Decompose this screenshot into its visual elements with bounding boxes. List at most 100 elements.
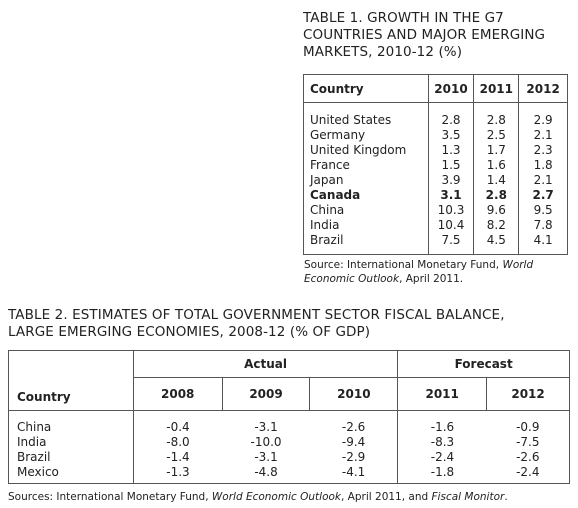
table-row: China 10.3 9.6 9.5 xyxy=(304,203,568,218)
column-header: 2008 xyxy=(132,377,223,411)
cell-value: -8.0 xyxy=(166,435,190,449)
title-line: COUNTRIES AND MAJOR EMERGING xyxy=(303,27,546,43)
cell-value: 2.8 xyxy=(427,102,474,128)
column-header: 2012 xyxy=(486,377,570,411)
source-italic: World Economic Outlook xyxy=(211,491,341,503)
cell-value: 1.7 xyxy=(473,143,519,158)
column-header: 2009 xyxy=(221,377,311,411)
cell-value: 1.5 xyxy=(427,158,474,173)
cell-value: -1.4 xyxy=(166,450,190,464)
column-header: Country xyxy=(303,74,429,103)
cell-value: 8.2 xyxy=(473,218,519,233)
column-header: 2012 xyxy=(518,74,568,103)
cell-value: 2.3 xyxy=(518,143,568,158)
cell-country: China xyxy=(310,203,345,217)
cell-value: 2.8 xyxy=(473,102,519,128)
cell-value: -2.6 xyxy=(309,410,399,435)
table2-source: Sources: International Monetary Fund, Wo… xyxy=(8,490,508,504)
source-text: , April 2011, and xyxy=(341,491,432,503)
cell-country: Canada xyxy=(310,188,361,202)
cell-value: 1.4 xyxy=(473,173,519,188)
cell-value: -3.1 xyxy=(254,420,278,434)
cell-value: -2.6 xyxy=(516,450,540,464)
cell-value: -2.4 xyxy=(516,465,540,479)
cell-value: 1.3 xyxy=(427,143,474,158)
cell-value: 2.1 xyxy=(518,173,568,188)
table-row: United Kingdom 1.3 1.7 2.3 xyxy=(304,143,568,158)
cell-value: -1.8 xyxy=(430,465,455,479)
table-row: China -0.4 -3.1 -2.6 -1.6 -0.9 xyxy=(8,410,570,435)
table-row: Brazil 7.5 4.5 4.1 xyxy=(304,233,568,255)
table-row: India 10.4 8.2 7.8 xyxy=(304,218,568,233)
table-row: India -8.0 -10.0 -9.4 -8.3 -7.5 xyxy=(8,435,570,450)
table1-source: Source: International Monetary Fund, Wor… xyxy=(304,258,554,286)
cell-value: 7.8 xyxy=(518,218,568,233)
column-header: 2011 xyxy=(397,377,488,411)
cell-value: -0.9 xyxy=(516,420,540,434)
source-italic: World Economic Outlook xyxy=(304,259,534,285)
cell-value: -4.1 xyxy=(309,465,399,484)
cell-country: United Kingdom xyxy=(310,143,407,157)
cell-value: -0.4 xyxy=(166,420,190,434)
column-header: 2010 xyxy=(309,377,399,411)
table-row: Germany 3.5 2.5 2.1 xyxy=(304,128,568,143)
cell-value: 4.1 xyxy=(518,233,568,255)
cell-value: 1.6 xyxy=(473,158,519,173)
cell-value: 7.5 xyxy=(427,233,474,255)
source-italic: Fiscal Monitor xyxy=(431,491,505,503)
cell-value: -3.1 xyxy=(254,450,278,464)
cell-value: 2.8 xyxy=(473,188,519,203)
column-header: Country xyxy=(8,350,134,411)
cell-country: India xyxy=(8,435,134,450)
cell-value: 3.1 xyxy=(427,188,474,203)
table-row: United States 2.8 2.8 2.9 xyxy=(304,102,568,128)
cell-value: 9.5 xyxy=(518,203,568,218)
table2: Country Actual Forecast 2008 2009 2010 2011 201… xyxy=(8,350,570,484)
title-line: MARKETS, 2010-12 (%) xyxy=(303,44,463,60)
cell-value: 2.1 xyxy=(518,128,568,143)
cell-value: -7.5 xyxy=(516,435,540,449)
title-line: TABLE 2. ESTIMATES OF TOTAL GOVERNMENT S… xyxy=(8,307,505,323)
cell-country: Brazil xyxy=(310,233,344,247)
table-row: Brazil -1.4 -3.1 -2.9 -2.4 -2.6 xyxy=(8,450,570,465)
table1: Country 2010 2011 2012 United States 2.8 2.8 2.… xyxy=(303,74,568,255)
cell-value: 2.5 xyxy=(473,128,519,143)
header-row: 2008 2009 2010 2011 2012 xyxy=(9,377,570,411)
group-header: Forecast xyxy=(397,350,570,378)
cell-value: -2.4 xyxy=(430,450,455,464)
table-row: Japan 3.9 1.4 2.1 xyxy=(304,173,568,188)
cell-value: 2.7 xyxy=(518,188,568,203)
cell-value: 3.5 xyxy=(427,128,474,143)
cell-value: 10.4 xyxy=(427,218,474,233)
table1-title: TABLE 1. GROWTH IN THE G7 COUNTRIES AND … xyxy=(303,10,545,61)
cell-country: China xyxy=(8,410,134,435)
source-text: Sources: International Monetary Fund, xyxy=(8,491,212,503)
cell-country: Mexico xyxy=(8,465,134,484)
cell-value: -10.0 xyxy=(250,435,282,449)
cell-value: -2.9 xyxy=(309,450,399,465)
cell-value: 3.9 xyxy=(427,173,474,188)
source-text: , April 2011. xyxy=(399,273,464,285)
cell-value: 4.5 xyxy=(473,233,519,255)
cell-country: Japan xyxy=(310,173,344,187)
source-text: Source: International Monetary Fund, xyxy=(304,259,503,271)
source-text: . xyxy=(504,491,508,503)
cell-value: 2.9 xyxy=(518,102,568,128)
group-row: Country Actual Forecast xyxy=(8,350,570,411)
cell-value: 9.6 xyxy=(473,203,519,218)
cell-country: Germany xyxy=(310,128,366,142)
column-header: 2010 xyxy=(427,74,474,103)
cell-country: France xyxy=(310,158,350,172)
table-row: France 1.5 1.6 1.8 xyxy=(304,158,568,173)
cell-value: -8.3 xyxy=(430,435,455,449)
table-row: Mexico -1.3 -4.8 -4.1 -1.8 -2.4 xyxy=(8,465,570,484)
cell-value: 10.3 xyxy=(427,203,474,218)
table-row: Canada 3.1 2.8 2.7 xyxy=(304,188,568,203)
title-line: LARGE EMERGING ECONOMIES, 2008-12 (% OF … xyxy=(8,324,371,340)
header-row: Country 2010 2011 2012 xyxy=(303,74,568,103)
cell-country: United States xyxy=(310,113,392,127)
table2-title: TABLE 2. ESTIMATES OF TOTAL GOVERNMENT S… xyxy=(8,307,505,341)
cell-country: India xyxy=(310,218,340,232)
cell-value: -1.6 xyxy=(430,420,455,434)
